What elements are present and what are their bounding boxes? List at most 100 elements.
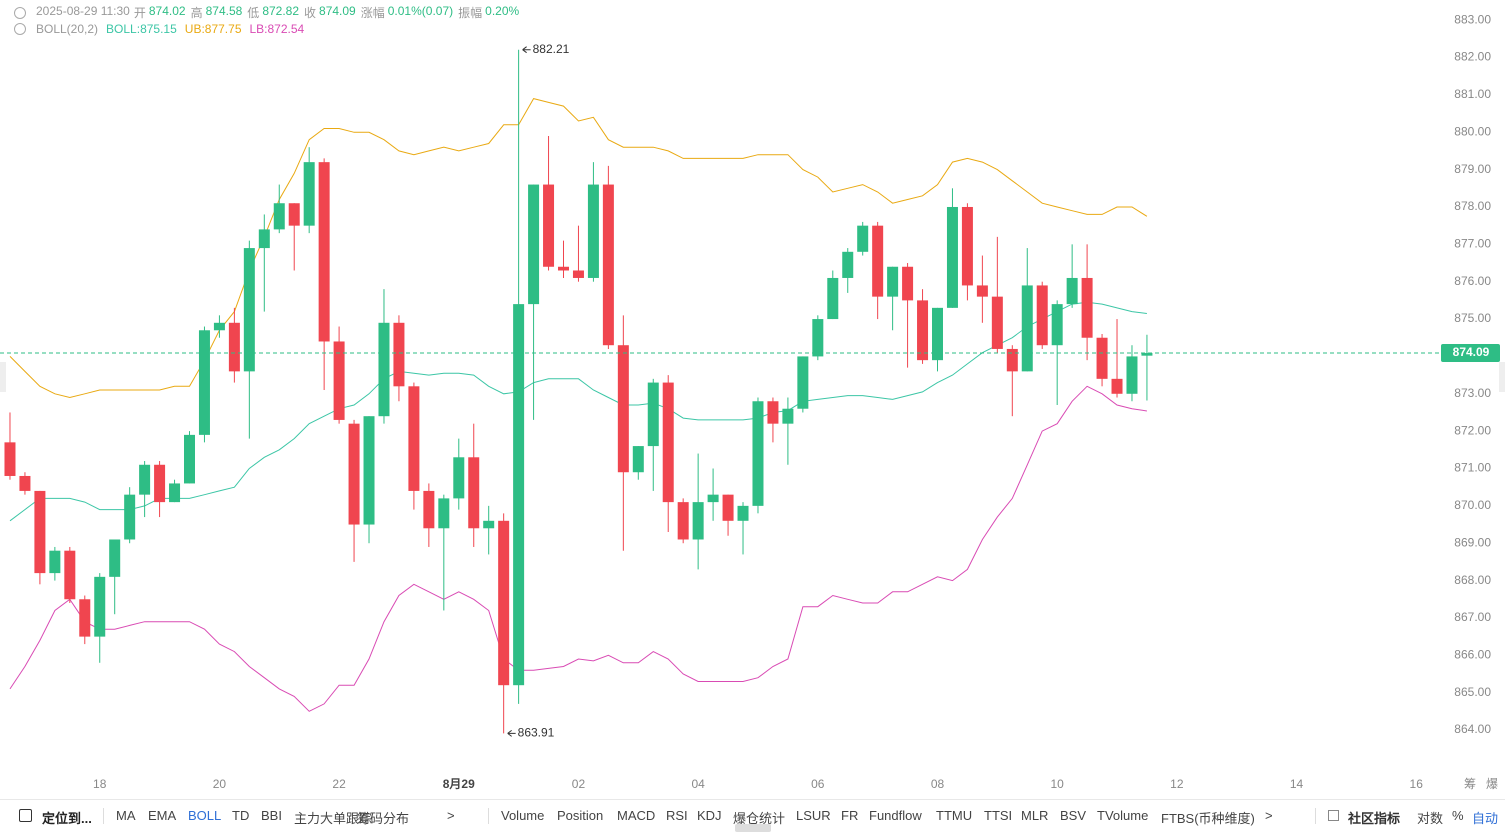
y-tick-label: 875.00 [1454, 311, 1491, 325]
indicator-button[interactable]: MACD [617, 808, 656, 823]
indicator-button[interactable]: MA [116, 808, 136, 823]
candle-body [438, 498, 450, 529]
candle-body [946, 206, 958, 308]
indicator-button[interactable]: BBI [261, 808, 282, 823]
candle-body [184, 434, 195, 484]
indicator-value: BOLL:875.15 [106, 22, 177, 36]
last-price-tag [1441, 344, 1500, 363]
indicator-button[interactable]: BOLL [188, 808, 222, 823]
candle-body [842, 251, 854, 278]
indicator-button[interactable]: RSI [666, 808, 688, 823]
candle-body [139, 464, 151, 495]
candle-body [1096, 337, 1108, 379]
candle-body [348, 423, 360, 525]
field-value: 0.20% [485, 4, 520, 18]
option-button[interactable]: 自动 [1472, 811, 1499, 826]
indicator-button[interactable]: BSV [1060, 808, 1087, 823]
candle-body [109, 539, 121, 577]
indicator-button[interactable]: TTSI [984, 808, 1013, 823]
indicator-button[interactable]: > [1265, 808, 1273, 823]
candle-body [498, 520, 510, 686]
indicator-button[interactable]: 筹码分布 [357, 811, 410, 826]
candle-body [797, 356, 809, 409]
indicator-button[interactable]: TVolume [1097, 808, 1149, 823]
annotation-arrow [507, 729, 516, 737]
indicator-button[interactable]: MLR [1021, 808, 1049, 823]
x-tick-label: 22 [332, 777, 346, 791]
candle-body [1021, 285, 1033, 372]
y-tick-label: 866.00 [1454, 647, 1491, 661]
candle-body [1066, 277, 1078, 305]
candle-body [1111, 378, 1123, 394]
community-button[interactable]: 社区指标 [1348, 811, 1401, 826]
axis-corner: 筹 [1464, 777, 1476, 791]
y-tick-label: 882.00 [1454, 50, 1491, 64]
indicator-button[interactable]: FTBS(币种维度) [1161, 811, 1255, 826]
field-value: 874.58 [205, 4, 243, 18]
chart: 864.00 865.00 866.00 867.00 868.00 869.00 870.… [0, 12, 1505, 791]
option-button[interactable]: % [1452, 808, 1464, 823]
indicator-button[interactable]: KDJ [697, 808, 722, 823]
toolbar: 定位到... MA EMA BOLL TD BBI 主力大单跟踪 筹码分布 > Volume Pos… [0, 799, 1505, 832]
indicator-button[interactable]: TD [232, 808, 250, 823]
indicator-button[interactable]: EMA [148, 808, 177, 823]
candle-body [617, 345, 629, 473]
y-tick-label: 867.00 [1454, 610, 1491, 624]
indicator-button[interactable]: Volume [501, 808, 545, 823]
candle-body [1036, 285, 1048, 346]
indicator-button[interactable]: FR [841, 808, 859, 823]
candle-body [318, 162, 330, 342]
annotation-label: 882.21 [533, 42, 570, 56]
field-label: 开 [133, 6, 146, 20]
scroll-handle [1499, 362, 1505, 392]
candle-body [363, 416, 375, 525]
candle-body [303, 162, 315, 226]
candle-body [34, 490, 46, 574]
indicator-button[interactable]: Fundflow [869, 808, 922, 823]
x-tick-label: 18 [93, 777, 107, 791]
indicator-button[interactable]: LSUR [796, 808, 831, 823]
band-line [9, 385, 1147, 712]
x-tick-label: 06 [811, 777, 825, 791]
field-label: 低 [247, 6, 260, 20]
candle-body [917, 300, 929, 361]
ohlc-header: 2025-08-29 11:30 开 874.02 高 874.58 低 872.82 收 87… [14, 4, 524, 21]
indicator-button[interactable]: > [447, 808, 455, 823]
y-tick-label: 880.00 [1454, 124, 1491, 138]
candle-body [692, 502, 704, 540]
candle-body [4, 442, 16, 476]
field-label: 涨幅 [360, 6, 385, 20]
indicator-value: LB:872.54 [249, 22, 305, 36]
candle-body [752, 401, 764, 506]
field-value: 874.02 [148, 4, 186, 18]
locate-button[interactable]: 定位到... [42, 811, 92, 826]
candle-body [932, 307, 943, 361]
y-tick-label: 865.00 [1454, 685, 1491, 699]
candle-body [543, 184, 555, 267]
candle-body [423, 490, 435, 529]
x-tick-label: 08 [931, 777, 945, 791]
indicator-name: BOLL(20,2) [36, 22, 99, 36]
y-tick-label: 881.00 [1454, 87, 1491, 101]
axis-corner: 爆 [1486, 777, 1498, 791]
indicator-button[interactable]: Position [557, 808, 604, 823]
candle-body [258, 229, 270, 249]
x-tick-label: 02 [572, 777, 586, 791]
y-tick-label: 878.00 [1454, 199, 1491, 213]
indicator-button[interactable]: 爆仓统计 [733, 811, 786, 826]
y-tick-label: 870.00 [1454, 498, 1491, 512]
separator [488, 808, 489, 824]
x-tick-label: 16 [1410, 777, 1424, 791]
x-tick-label: 12 [1170, 777, 1184, 791]
annotation-label: 863.91 [518, 726, 555, 740]
calendar-icon [19, 809, 32, 822]
candle-body [887, 266, 899, 297]
indicator-button[interactable]: 主力大单跟踪 [294, 811, 373, 826]
candle-body [1006, 348, 1018, 372]
option-button[interactable]: 对数 [1417, 811, 1444, 826]
candle-body [722, 494, 734, 521]
x-tick-label: 8月29 [443, 777, 475, 791]
candle-body [647, 382, 659, 447]
indicator-button[interactable]: TTMU [936, 808, 973, 823]
